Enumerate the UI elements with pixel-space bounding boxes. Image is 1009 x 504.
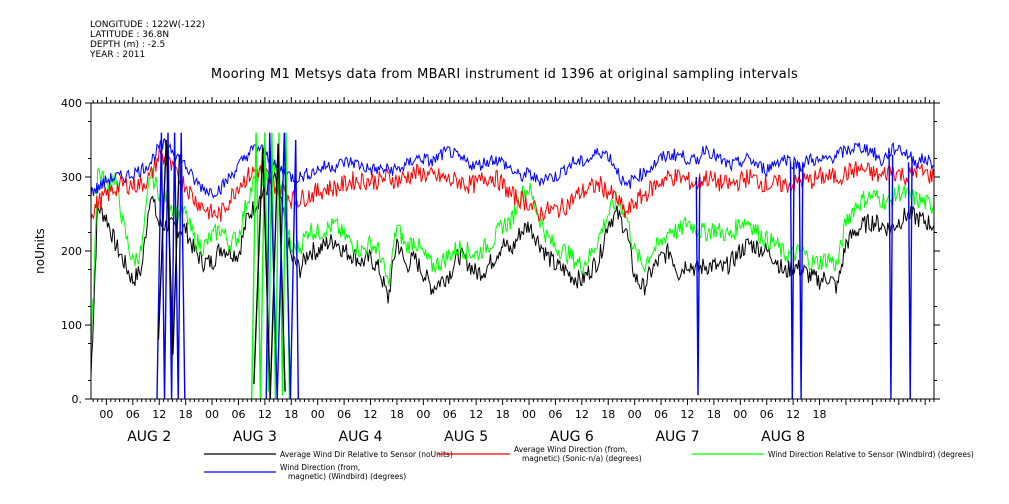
y-axis-label: noUnits — [33, 228, 47, 274]
x-hour-label: 18 — [813, 408, 827, 421]
x-hour-label: 18 — [707, 408, 721, 421]
x-day-label: AUG 5 — [444, 429, 488, 445]
x-hour-label: 12 — [258, 408, 272, 421]
y-tick-label: 300 — [61, 171, 82, 184]
x-day-label: AUG 6 — [550, 429, 594, 445]
x-hour-label: 12 — [786, 408, 800, 421]
x-hour-label: 12 — [680, 408, 694, 421]
x-hour-label: 06 — [548, 408, 562, 421]
x-hour-label: 18 — [179, 408, 193, 421]
legend-label-4: magnetic) (Windbird) (degrees) — [288, 472, 406, 481]
spike-group-8 — [798, 162, 804, 400]
x-hour-label: 12 — [575, 408, 589, 421]
x-hour-label: 18 — [496, 408, 510, 421]
spike-group-5 — [265, 132, 299, 400]
spike-group-3 — [251, 132, 291, 400]
year-label: YEAR : 2011 — [90, 50, 146, 60]
chart-title: Mooring M1 Metsys data from MBARI instru… — [210, 67, 799, 82]
x-hour-label: 18 — [284, 408, 298, 421]
x-hour-label: 00 — [628, 408, 642, 421]
x-day-label: AUG 8 — [761, 429, 805, 445]
y-tick-label: 0. — [72, 393, 83, 406]
axes-layer: 0. 100 200 300 400 noUnits 00 06 12 18 00 06 12 18 00 0… — [33, 97, 940, 445]
y-tick-label: 200 — [61, 245, 82, 258]
longitude-label: LONGITUDE : 122W(-122) — [90, 20, 206, 30]
legend-label-4: Wind Direction (from, — [280, 463, 360, 472]
legend-label-2: Average Wind Direction (from, — [514, 445, 627, 454]
x-day-label: AUG 3 — [233, 429, 277, 445]
spike-group-2 — [157, 139, 181, 355]
legend-label-1: Average Wind Dir Relative to Sensor (noU… — [280, 450, 453, 459]
x-hour-label: 18 — [601, 408, 615, 421]
series-line-1 — [90, 171, 935, 378]
legend: Average Wind Dir Relative to Sensor (noU… — [204, 445, 974, 481]
x-day-label: AUG 2 — [127, 429, 171, 445]
metadata-block: LONGITUDE : 122W(-122) LATITUDE : 36.8N … — [90, 20, 205, 60]
x-hour-label: 12 — [364, 408, 378, 421]
y-tick-label: 400 — [61, 97, 82, 110]
depth-label: DEPTH (m) : -2.5 — [90, 40, 166, 50]
x-hour-label: 00 — [733, 408, 747, 421]
series-line-2 — [90, 148, 935, 223]
spike-group-7 — [789, 162, 795, 400]
series-line-4 — [90, 137, 935, 199]
spike-group-10 — [907, 162, 913, 400]
x-hour-label: 18 — [390, 408, 404, 421]
series-layer — [90, 132, 935, 400]
legend-label-2: magnetic) (Sonic-n/a) (degrees) — [522, 454, 642, 463]
x-hour-label: 00 — [416, 408, 430, 421]
x-hour-label: 12 — [152, 408, 166, 421]
x-hour-label: 06 — [654, 408, 668, 421]
legend-label-3: Wind Direction Relative to Sensor (Windb… — [768, 450, 974, 459]
spike-group-9 — [888, 154, 894, 400]
x-hour-label: 06 — [760, 408, 774, 421]
x-hour-label: 12 — [469, 408, 483, 421]
x-hour-label: 00 — [205, 408, 219, 421]
latitude-label: LATITUDE : 36.8N — [90, 30, 170, 40]
x-hour-label: 00 — [311, 408, 325, 421]
x-hour-label: 06 — [443, 408, 457, 421]
x-hour-label: 06 — [231, 408, 245, 421]
x-day-label: AUG 7 — [655, 429, 699, 445]
spike-group-6 — [695, 176, 701, 396]
x-hour-label: 06 — [126, 408, 140, 421]
x-hour-label: 06 — [337, 408, 351, 421]
x-hour-label: 00 — [99, 408, 113, 421]
x-day-label: AUG 4 — [339, 429, 383, 445]
y-tick-label: 100 — [61, 319, 82, 332]
x-hour-label: 00 — [522, 408, 536, 421]
